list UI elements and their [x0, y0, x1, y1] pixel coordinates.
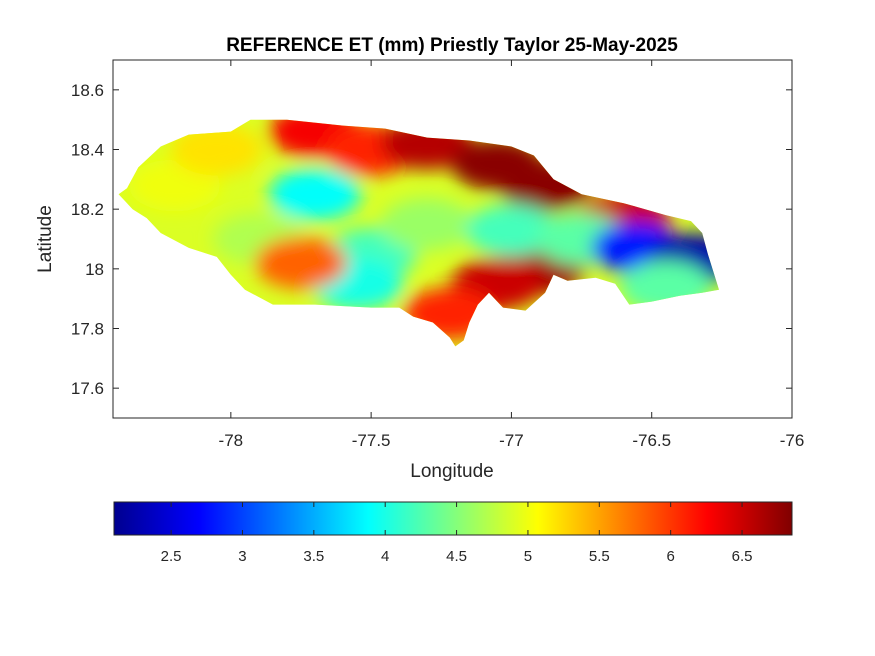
y-tick-label: 18.6 — [71, 81, 104, 100]
y-tick-label: 17.8 — [71, 320, 104, 339]
chart-title: REFERENCE ET (mm) Priestly Taylor 25-May… — [226, 35, 678, 56]
x-tick-label: -76.5 — [632, 431, 671, 450]
y-axis: 17.6 17.8 18 18.2 18.4 18.6 — [71, 81, 792, 398]
y-tick-label: 18 — [85, 260, 104, 279]
colorbar-ticks: 2.5 3 3.5 4 4.5 5 5.5 6 6.5 — [161, 502, 753, 565]
colorbar-tick-label: 3.5 — [303, 548, 324, 565]
x-axis-title: Longitude — [410, 461, 493, 482]
colorbar-tick-label: 5 — [524, 548, 532, 565]
colorbar-tick-label: 6 — [667, 548, 675, 565]
x-tick-label: -76 — [780, 431, 805, 450]
field-blobs — [128, 119, 720, 340]
field-hotspot — [255, 236, 347, 289]
y-tick-label: 18.4 — [71, 141, 104, 160]
colorbar-tick-label: 4 — [381, 548, 389, 565]
x-axis: -78 -77.5 -77 -76.5 -76 — [219, 60, 805, 450]
field-hotspot — [269, 168, 361, 221]
field-hotspot — [170, 123, 263, 176]
colorbar-tick-label: 4.5 — [446, 548, 467, 565]
colorbar-tick-label: 3 — [238, 548, 246, 565]
y-tick-label: 18.2 — [71, 200, 104, 219]
y-tick-label: 17.6 — [71, 379, 104, 398]
x-tick-label: -77 — [499, 431, 524, 450]
colorbar-tick-label: 5.5 — [589, 548, 610, 565]
colorbar-tick-label: 6.5 — [732, 548, 753, 565]
field-hotspot — [381, 198, 474, 251]
x-tick-label: -77.5 — [352, 431, 391, 450]
field-hotspot — [465, 204, 558, 257]
colorbar — [113, 501, 793, 536]
y-axis-title: Latitude — [35, 205, 56, 273]
colorbar-tick-label: 2.5 — [161, 548, 182, 565]
x-tick-label: -78 — [219, 431, 244, 450]
